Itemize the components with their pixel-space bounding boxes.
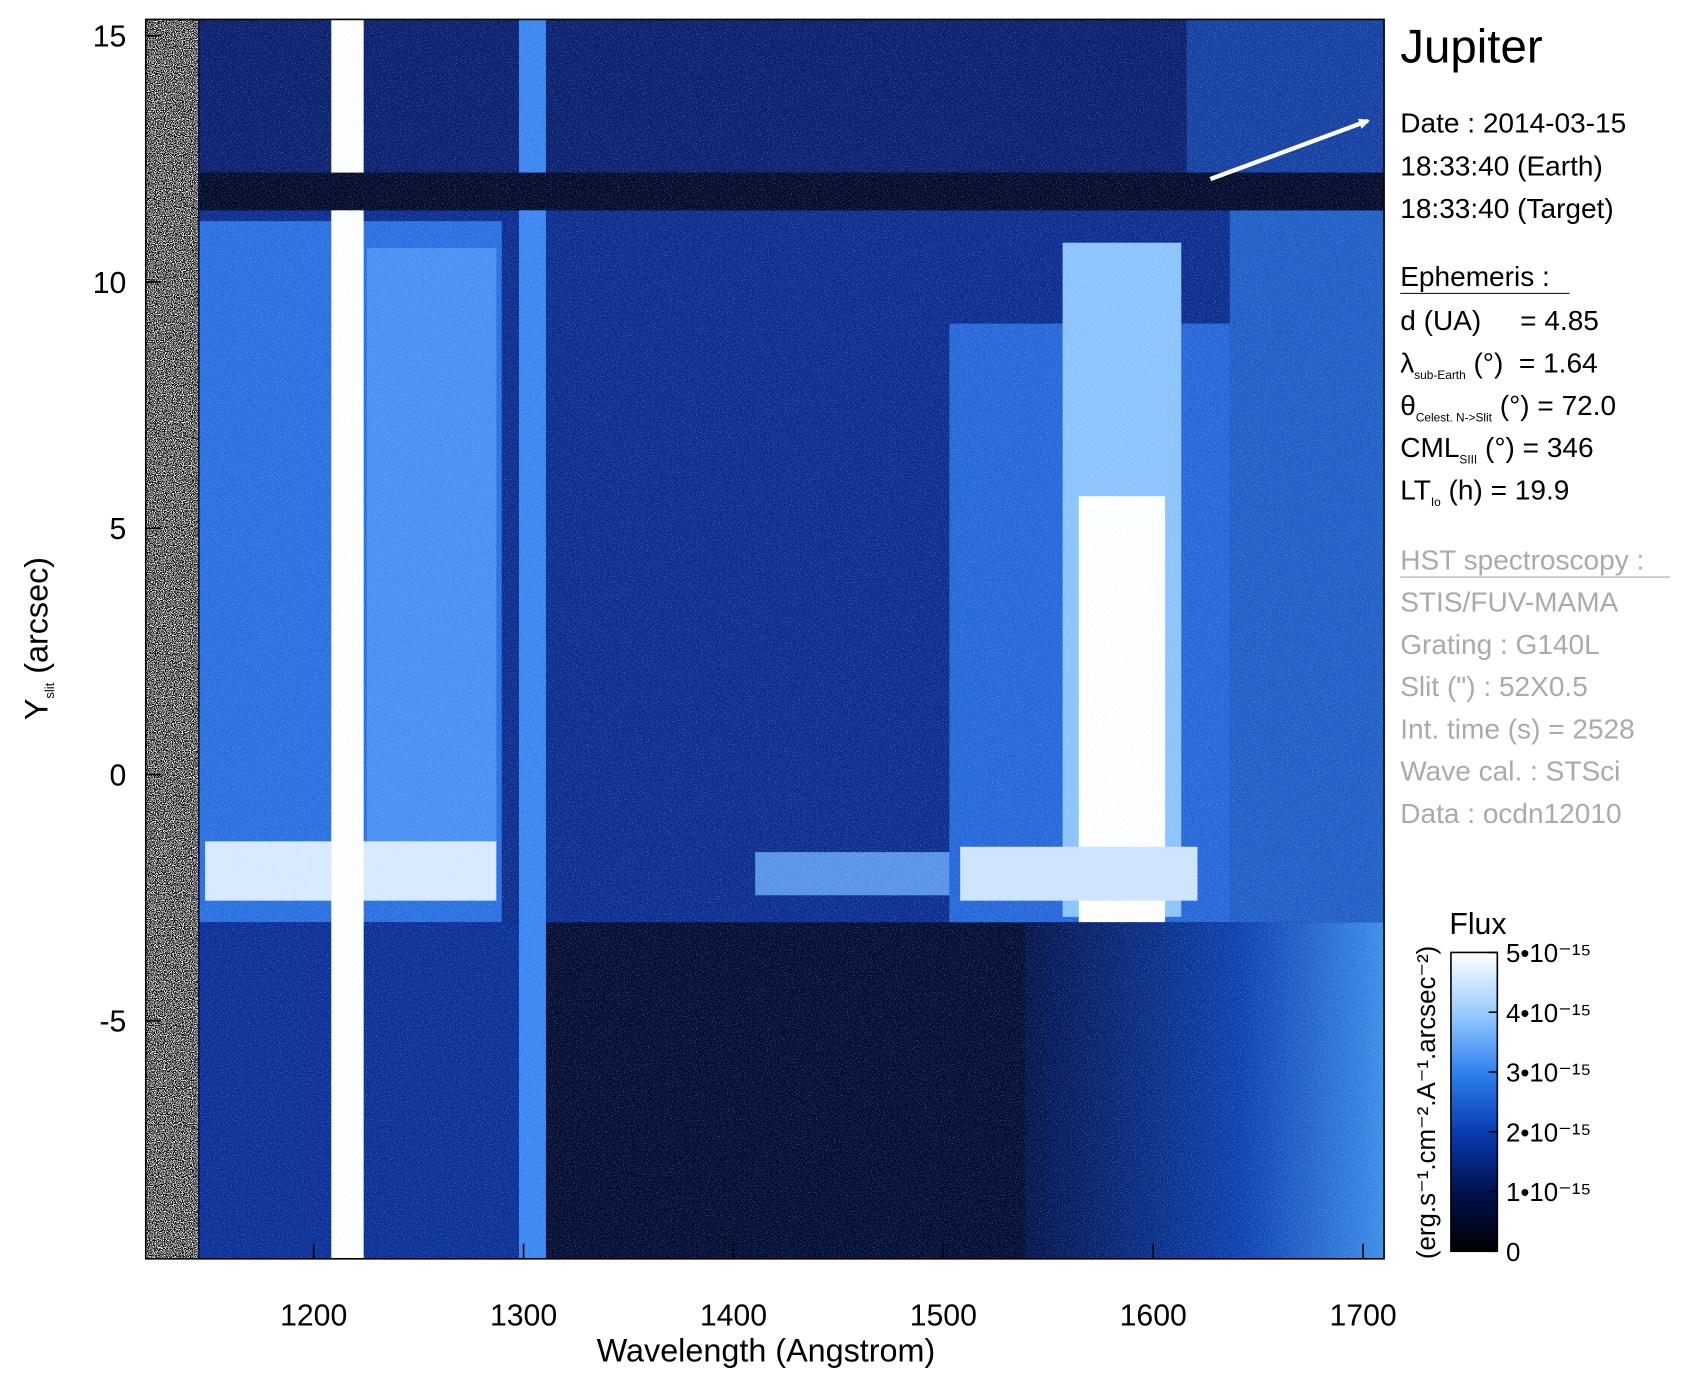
instrument-line: Int. time (s) = 2528 — [1400, 713, 1634, 744]
y-tick-label: 15 — [93, 20, 127, 53]
chart-title: Jupiter — [1400, 21, 1543, 74]
colorbar-tick-label: 4•10⁻¹⁵ — [1506, 1000, 1591, 1028]
y-axis-label-sub: slit — [42, 682, 57, 698]
y-tick-label: 5 — [110, 513, 127, 546]
ephemeris-value: (h) = 19.9 — [1441, 475, 1570, 506]
plot-frame — [144, 18, 1385, 1260]
colorbar-title: Flux — [1449, 908, 1506, 941]
ephemeris-value: (°) = 346 — [1477, 432, 1593, 463]
ephemeris-line: CMLSIII (°) = 346 — [1400, 432, 1593, 466]
y-tick-label: -5 — [100, 1006, 127, 1039]
colorbar-tick-label: 5•10⁻¹⁵ — [1506, 940, 1591, 968]
ephemeris-name: d (UA) = 4.85 — [1400, 305, 1599, 336]
instrument-title: HST spectroscopy : — [1400, 545, 1644, 576]
x-tick-label: 1700 — [1329, 1300, 1396, 1333]
colorbar-tick-label: 2•10⁻¹⁵ — [1506, 1119, 1591, 1147]
x-tick-label: 1300 — [490, 1300, 557, 1333]
ephemeris-sub: sub-Earth — [1414, 368, 1465, 382]
instrument-line: STIS/FUV-MAMA — [1400, 587, 1618, 618]
date-line: 18:33:40 (Target) — [1400, 193, 1613, 224]
ephemeris-name: λ — [1400, 347, 1414, 378]
ephemeris-sub: Io — [1431, 495, 1441, 509]
ephemeris-name: LT — [1400, 475, 1431, 506]
ephemeris-name: θ — [1400, 390, 1416, 421]
x-tick-label: 1200 — [280, 1300, 347, 1333]
instrument-line: Wave cal. : STSci — [1400, 756, 1620, 787]
y-tick-label: 10 — [93, 267, 127, 300]
x-tick-label: 1500 — [910, 1300, 977, 1333]
ephemeris-sub: SIII — [1459, 453, 1477, 467]
x-tick-label: 1600 — [1120, 1300, 1187, 1333]
x-axis-label: Wavelength (Angstrom) — [597, 1332, 936, 1368]
ephemeris-line: θCelest. N->Slit (°) = 72.0 — [1400, 390, 1616, 424]
ephemeris-line: d (UA) = 4.85 — [1400, 305, 1599, 336]
ephemeris-title: Ephemeris : — [1400, 261, 1550, 292]
y-tick-label: 0 — [110, 759, 127, 792]
instrument-line: Data : ocdn12010 — [1400, 798, 1621, 829]
date-line: Date : 2014-03-15 — [1400, 108, 1626, 139]
y-axis-label-rest: (arcsec) — [19, 557, 55, 683]
ephemeris-value: (°) = 1.64 — [1466, 347, 1598, 378]
ephemeris-value: (°) = 72.0 — [1492, 390, 1616, 421]
ephemeris-name: CML — [1400, 432, 1459, 463]
colorbar-tick-label: 3•10⁻¹⁵ — [1506, 1060, 1591, 1088]
instrument-line: Slit (") : 52X0.5 — [1400, 671, 1588, 702]
y-axis-label: Yslit (arcsec) — [19, 557, 57, 720]
ephemeris-sub: Celest. N->Slit — [1416, 410, 1493, 424]
colorbar — [1450, 951, 1499, 1253]
ephemeris-line: LTIo (h) = 19.9 — [1400, 475, 1569, 509]
y-axis-label-main: Y — [19, 699, 55, 721]
colorbar-tick-label: 0 — [1506, 1239, 1520, 1267]
date-line: 18:33:40 (Earth) — [1400, 150, 1603, 181]
colorbar-label: (erg.s⁻¹.cm⁻².A⁻¹.arcsec⁻²) — [1413, 946, 1441, 1259]
direction-arrow — [1209, 118, 1370, 182]
colorbar-tick-label: 1•10⁻¹⁵ — [1506, 1179, 1591, 1207]
instrument-line: Grating : G140L — [1400, 629, 1599, 660]
x-tick-label: 1400 — [700, 1300, 767, 1333]
spectrogram-image — [145, 19, 1385, 1259]
ephemeris-line: λsub-Earth (°) = 1.64 — [1400, 347, 1597, 381]
